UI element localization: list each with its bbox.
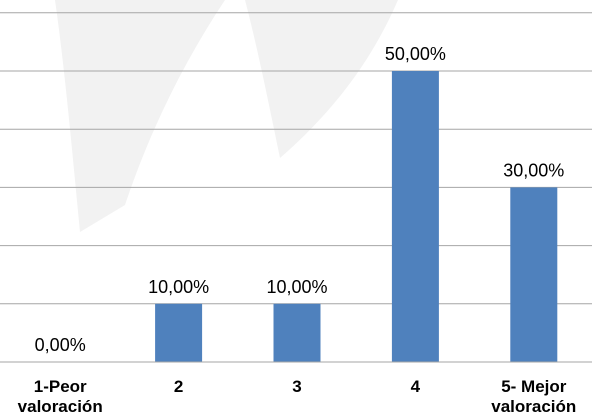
category-label-line: 4 bbox=[411, 377, 421, 396]
category-label-line: valoración bbox=[491, 397, 576, 416]
category-label-1: 1-Peor valoración bbox=[18, 377, 103, 416]
category-label-2: 2 bbox=[174, 377, 183, 396]
data-label-5: 30,00% bbox=[503, 160, 564, 180]
watermark-shape-right bbox=[245, 0, 398, 158]
category-label-line: 5- Mejor bbox=[501, 377, 567, 396]
gridlines bbox=[0, 12, 592, 305]
bars bbox=[155, 71, 558, 362]
category-label-line: 1-Peor bbox=[34, 377, 87, 396]
category-label-4: 4 bbox=[411, 377, 421, 396]
watermark-shape-left bbox=[55, 0, 225, 232]
category-label-3: 3 bbox=[292, 377, 301, 396]
category-label-line: valoración bbox=[18, 397, 103, 416]
data-label-1: 0,00% bbox=[35, 335, 86, 355]
category-label-5: 5- Mejor valoración bbox=[491, 377, 576, 416]
bar-5 bbox=[510, 187, 558, 362]
data-labels: 0,00% 10,00% 10,00% 50,00% 30,00% bbox=[35, 44, 565, 355]
watermark-logo bbox=[55, 0, 398, 232]
data-label-2: 10,00% bbox=[148, 277, 209, 297]
category-label-line: 3 bbox=[292, 377, 301, 396]
data-label-3: 10,00% bbox=[266, 277, 327, 297]
bar-3 bbox=[273, 303, 321, 362]
data-label-4: 50,00% bbox=[385, 44, 446, 64]
bar-4 bbox=[391, 71, 439, 362]
bar-2 bbox=[155, 303, 203, 362]
category-label-line: 2 bbox=[174, 377, 183, 396]
